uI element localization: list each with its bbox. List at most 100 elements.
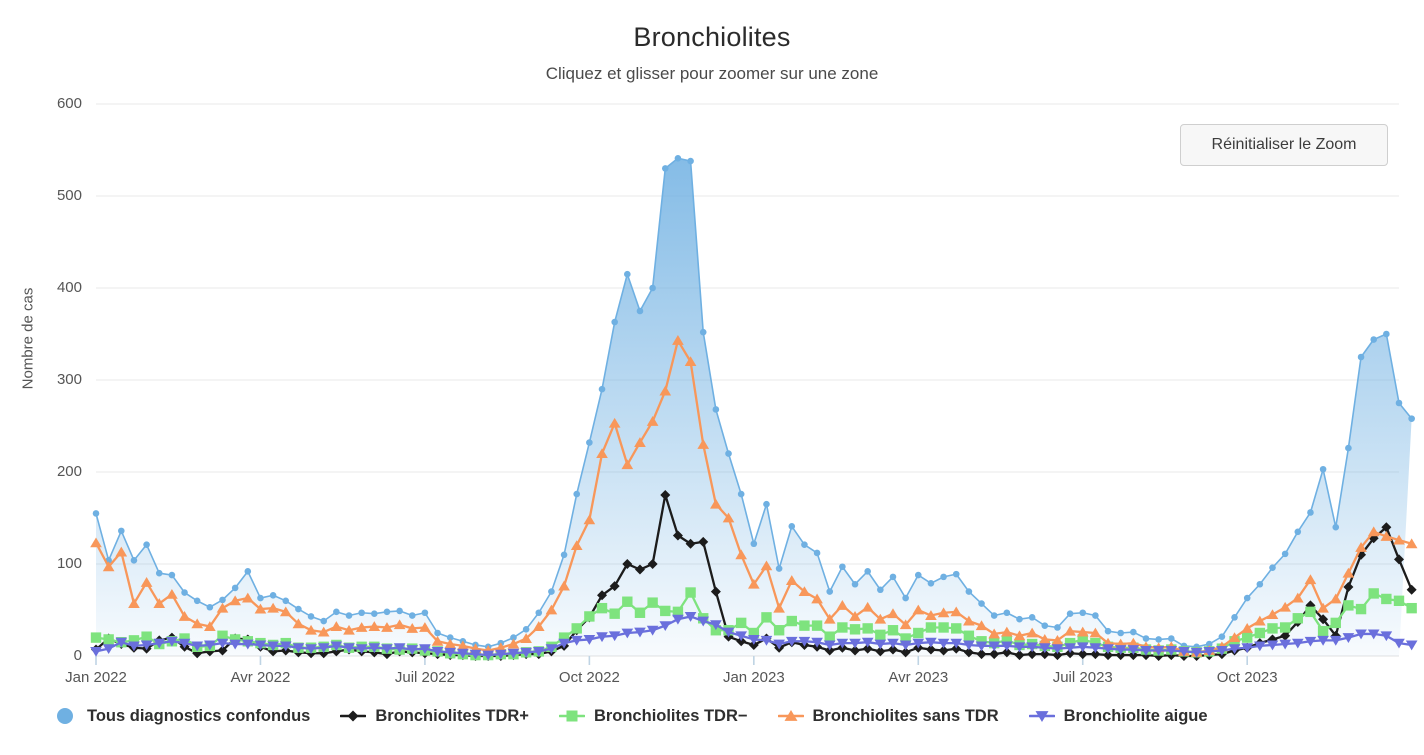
data-point bbox=[1054, 624, 1061, 631]
legend-item-label: Bronchiolite aigue bbox=[1063, 706, 1208, 725]
data-point bbox=[710, 498, 722, 509]
legend-item-label: Bronchiolites sans TDR bbox=[812, 706, 999, 725]
data-point bbox=[735, 617, 747, 629]
data-point bbox=[925, 610, 937, 620]
data-point bbox=[102, 644, 115, 655]
chart-subtitle: Cliquez et glisser pour zoomer sur une z… bbox=[545, 64, 879, 83]
data-point bbox=[128, 635, 140, 646]
data-point bbox=[494, 649, 507, 660]
data-point bbox=[659, 385, 672, 396]
data-point bbox=[788, 522, 796, 530]
legend-item-4[interactable]: Bronchiolite aigue bbox=[1028, 706, 1208, 726]
data-point bbox=[181, 589, 188, 596]
data-point bbox=[558, 632, 570, 643]
legend-item-label: Bronchiolites TDR+ bbox=[375, 706, 529, 725]
data-point bbox=[1001, 641, 1013, 652]
data-point bbox=[1038, 643, 1051, 654]
data-point bbox=[1343, 582, 1354, 592]
data-point bbox=[1406, 602, 1417, 614]
data-point bbox=[899, 640, 912, 651]
data-point bbox=[596, 632, 608, 643]
data-point bbox=[1038, 634, 1051, 644]
data-point bbox=[798, 586, 811, 597]
data-point bbox=[621, 628, 634, 639]
data-point bbox=[736, 636, 747, 647]
data-point bbox=[355, 622, 368, 632]
data-point bbox=[963, 630, 975, 641]
data-point bbox=[725, 450, 732, 457]
data-point bbox=[1345, 444, 1352, 452]
data-point bbox=[1281, 550, 1289, 558]
legend-item-2[interactable]: Bronchiolites TDR− bbox=[558, 706, 748, 726]
data-point bbox=[1003, 609, 1011, 617]
data-point bbox=[649, 284, 656, 292]
data-point bbox=[1241, 632, 1253, 643]
data-point bbox=[710, 625, 722, 636]
data-point bbox=[1092, 612, 1099, 619]
data-point bbox=[849, 638, 861, 649]
legend-item-0[interactable]: Tous diagnostics confondus bbox=[52, 706, 310, 726]
data-point bbox=[1142, 635, 1150, 642]
data-point bbox=[887, 608, 899, 619]
x-tick-label: Oct 2023 bbox=[1216, 669, 1278, 686]
data-point bbox=[393, 619, 406, 630]
series-4[interactable] bbox=[90, 612, 1418, 661]
data-point bbox=[1317, 635, 1329, 646]
data-point bbox=[343, 624, 355, 635]
data-point bbox=[1280, 630, 1291, 641]
y-tick-label: 0 bbox=[73, 647, 82, 664]
legend-item-3[interactable]: Bronchiolites sans TDR bbox=[777, 706, 999, 726]
data-point bbox=[661, 165, 669, 172]
data-point bbox=[1089, 627, 1102, 638]
data-point bbox=[102, 561, 115, 572]
data-point bbox=[355, 644, 368, 655]
data-point bbox=[722, 627, 735, 638]
data-point bbox=[1357, 353, 1365, 361]
triangle-up-marker-icon bbox=[777, 706, 804, 726]
square-marker-icon bbox=[558, 706, 586, 726]
data-point bbox=[267, 641, 279, 652]
data-point bbox=[685, 587, 696, 598]
data-point bbox=[597, 590, 608, 601]
legend-item-label: Bronchiolites TDR− bbox=[593, 706, 748, 725]
data-point bbox=[90, 632, 102, 643]
data-point bbox=[811, 620, 823, 631]
data-point bbox=[381, 622, 393, 632]
data-point bbox=[978, 600, 985, 607]
data-point bbox=[672, 614, 684, 625]
data-point bbox=[1013, 642, 1026, 653]
data-point bbox=[1028, 614, 1036, 621]
data-point bbox=[988, 641, 1001, 652]
data-point bbox=[345, 612, 353, 619]
data-point bbox=[241, 639, 254, 650]
data-point bbox=[279, 606, 292, 617]
data-point bbox=[1203, 646, 1216, 657]
data-point bbox=[1279, 639, 1291, 650]
data-point bbox=[573, 490, 581, 498]
data-point bbox=[1292, 613, 1303, 624]
data-point bbox=[811, 637, 823, 648]
data-point bbox=[1254, 627, 1266, 639]
data-point bbox=[421, 609, 429, 617]
data-point bbox=[735, 631, 748, 642]
data-point bbox=[244, 568, 252, 575]
data-point bbox=[634, 564, 645, 575]
data-point bbox=[179, 633, 190, 644]
data-point bbox=[419, 644, 431, 655]
data-point bbox=[1079, 609, 1087, 617]
data-point bbox=[141, 631, 152, 642]
data-point bbox=[140, 577, 153, 587]
data-point bbox=[305, 644, 317, 655]
data-point bbox=[434, 629, 441, 637]
data-point bbox=[798, 636, 811, 647]
data-point bbox=[849, 611, 861, 621]
legend-item-1[interactable]: Bronchiolites TDR+ bbox=[340, 706, 529, 726]
y-tick-label: 400 bbox=[56, 279, 82, 296]
data-point bbox=[1291, 638, 1304, 649]
data-point bbox=[1077, 649, 1088, 660]
reset-zoom-button[interactable]: Réinitialiser le Zoom bbox=[1180, 124, 1388, 166]
data-point bbox=[811, 593, 823, 604]
data-point bbox=[383, 608, 391, 616]
data-point bbox=[292, 643, 305, 654]
